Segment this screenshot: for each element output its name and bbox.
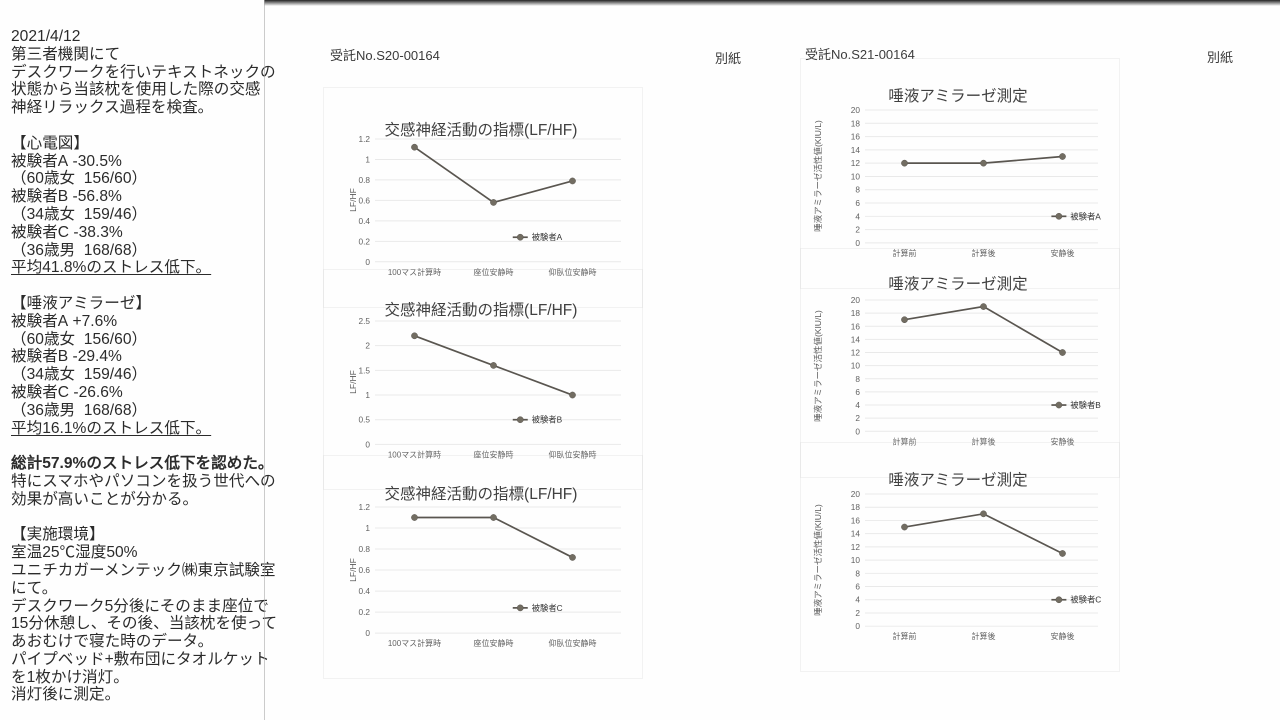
svg-text:1.2: 1.2 <box>358 502 370 512</box>
svg-text:2: 2 <box>855 224 860 234</box>
svg-text:仰臥位安静時: 仰臥位安静時 <box>549 267 597 277</box>
svg-text:安静後: 安静後 <box>1051 248 1075 258</box>
svg-text:1.2: 1.2 <box>358 134 370 144</box>
svg-text:1: 1 <box>365 523 370 533</box>
svg-text:1.5: 1.5 <box>358 365 370 375</box>
svg-text:2: 2 <box>855 414 860 424</box>
svg-text:12: 12 <box>851 158 861 168</box>
svg-text:100マス計算時: 100マス計算時 <box>388 638 441 648</box>
svg-text:0.6: 0.6 <box>358 565 370 575</box>
svg-text:14: 14 <box>851 528 861 538</box>
svg-text:0.4: 0.4 <box>358 216 370 226</box>
svg-text:0: 0 <box>365 439 370 449</box>
svg-text:20: 20 <box>851 488 861 498</box>
svg-text:0.2: 0.2 <box>358 236 370 246</box>
svg-text:0: 0 <box>855 621 860 631</box>
svg-text:被験者B: 被験者B <box>1070 400 1101 410</box>
svg-text:仰臥位安静時: 仰臥位安静時 <box>549 449 597 459</box>
svg-text:2: 2 <box>365 340 370 350</box>
svg-text:8: 8 <box>855 568 860 578</box>
svg-text:0.6: 0.6 <box>358 195 370 205</box>
svg-text:8: 8 <box>855 374 860 384</box>
svg-text:6: 6 <box>855 387 860 397</box>
svg-text:14: 14 <box>851 145 861 155</box>
svg-text:16: 16 <box>851 515 861 525</box>
svg-text:被験者A: 被験者A <box>532 232 563 242</box>
svg-text:16: 16 <box>851 131 861 141</box>
svg-text:14: 14 <box>851 335 861 345</box>
svg-text:計算後: 計算後 <box>972 437 996 447</box>
svg-text:20: 20 <box>851 105 861 115</box>
svg-text:0: 0 <box>365 628 370 638</box>
svg-text:18: 18 <box>851 118 861 128</box>
svg-text:20: 20 <box>851 295 861 305</box>
svg-text:10: 10 <box>851 555 861 565</box>
svg-text:4: 4 <box>855 211 860 221</box>
svg-text:0.2: 0.2 <box>358 607 370 617</box>
svg-text:12: 12 <box>851 348 861 358</box>
svg-text:6: 6 <box>855 198 860 208</box>
svg-text:0: 0 <box>855 238 860 248</box>
svg-text:10: 10 <box>851 171 861 181</box>
svg-text:計算後: 計算後 <box>972 248 996 258</box>
svg-text:被験者A: 被験者A <box>1070 211 1101 221</box>
svg-text:4: 4 <box>855 400 860 410</box>
svg-text:12: 12 <box>851 541 861 551</box>
svg-text:0: 0 <box>855 427 860 437</box>
svg-text:18: 18 <box>851 309 861 319</box>
svg-text:0.8: 0.8 <box>358 175 370 185</box>
svg-text:1: 1 <box>365 390 370 400</box>
svg-text:座位安静時: 座位安静時 <box>474 638 514 648</box>
svg-text:18: 18 <box>851 502 861 512</box>
svg-text:計算後: 計算後 <box>972 631 996 641</box>
svg-text:8: 8 <box>855 185 860 195</box>
svg-text:6: 6 <box>855 581 860 591</box>
svg-text:座位安静時: 座位安静時 <box>474 267 514 277</box>
svg-text:100マス計算時: 100マス計算時 <box>388 267 441 277</box>
svg-text:4: 4 <box>855 594 860 604</box>
svg-text:0: 0 <box>365 257 370 267</box>
svg-text:座位安静時: 座位安静時 <box>474 449 514 459</box>
svg-text:被験者C: 被験者C <box>532 603 563 613</box>
svg-text:16: 16 <box>851 322 861 332</box>
svg-text:2.5: 2.5 <box>358 316 370 326</box>
svg-text:1: 1 <box>365 154 370 164</box>
svg-text:10: 10 <box>851 361 861 371</box>
svg-text:0.4: 0.4 <box>358 586 370 596</box>
svg-text:被験者B: 被験者B <box>532 415 563 425</box>
svg-text:計算前: 計算前 <box>893 248 917 258</box>
svg-text:2: 2 <box>855 607 860 617</box>
svg-text:計算前: 計算前 <box>893 437 917 447</box>
svg-text:被験者C: 被験者C <box>1070 594 1101 604</box>
svg-text:仰臥位安静時: 仰臥位安静時 <box>549 638 597 648</box>
svg-text:安静後: 安静後 <box>1051 437 1075 447</box>
svg-text:0.8: 0.8 <box>358 544 370 554</box>
svg-text:100マス計算時: 100マス計算時 <box>388 449 441 459</box>
svg-text:安静後: 安静後 <box>1051 631 1075 641</box>
svg-text:0.5: 0.5 <box>358 415 370 425</box>
svg-text:計算前: 計算前 <box>893 631 917 641</box>
